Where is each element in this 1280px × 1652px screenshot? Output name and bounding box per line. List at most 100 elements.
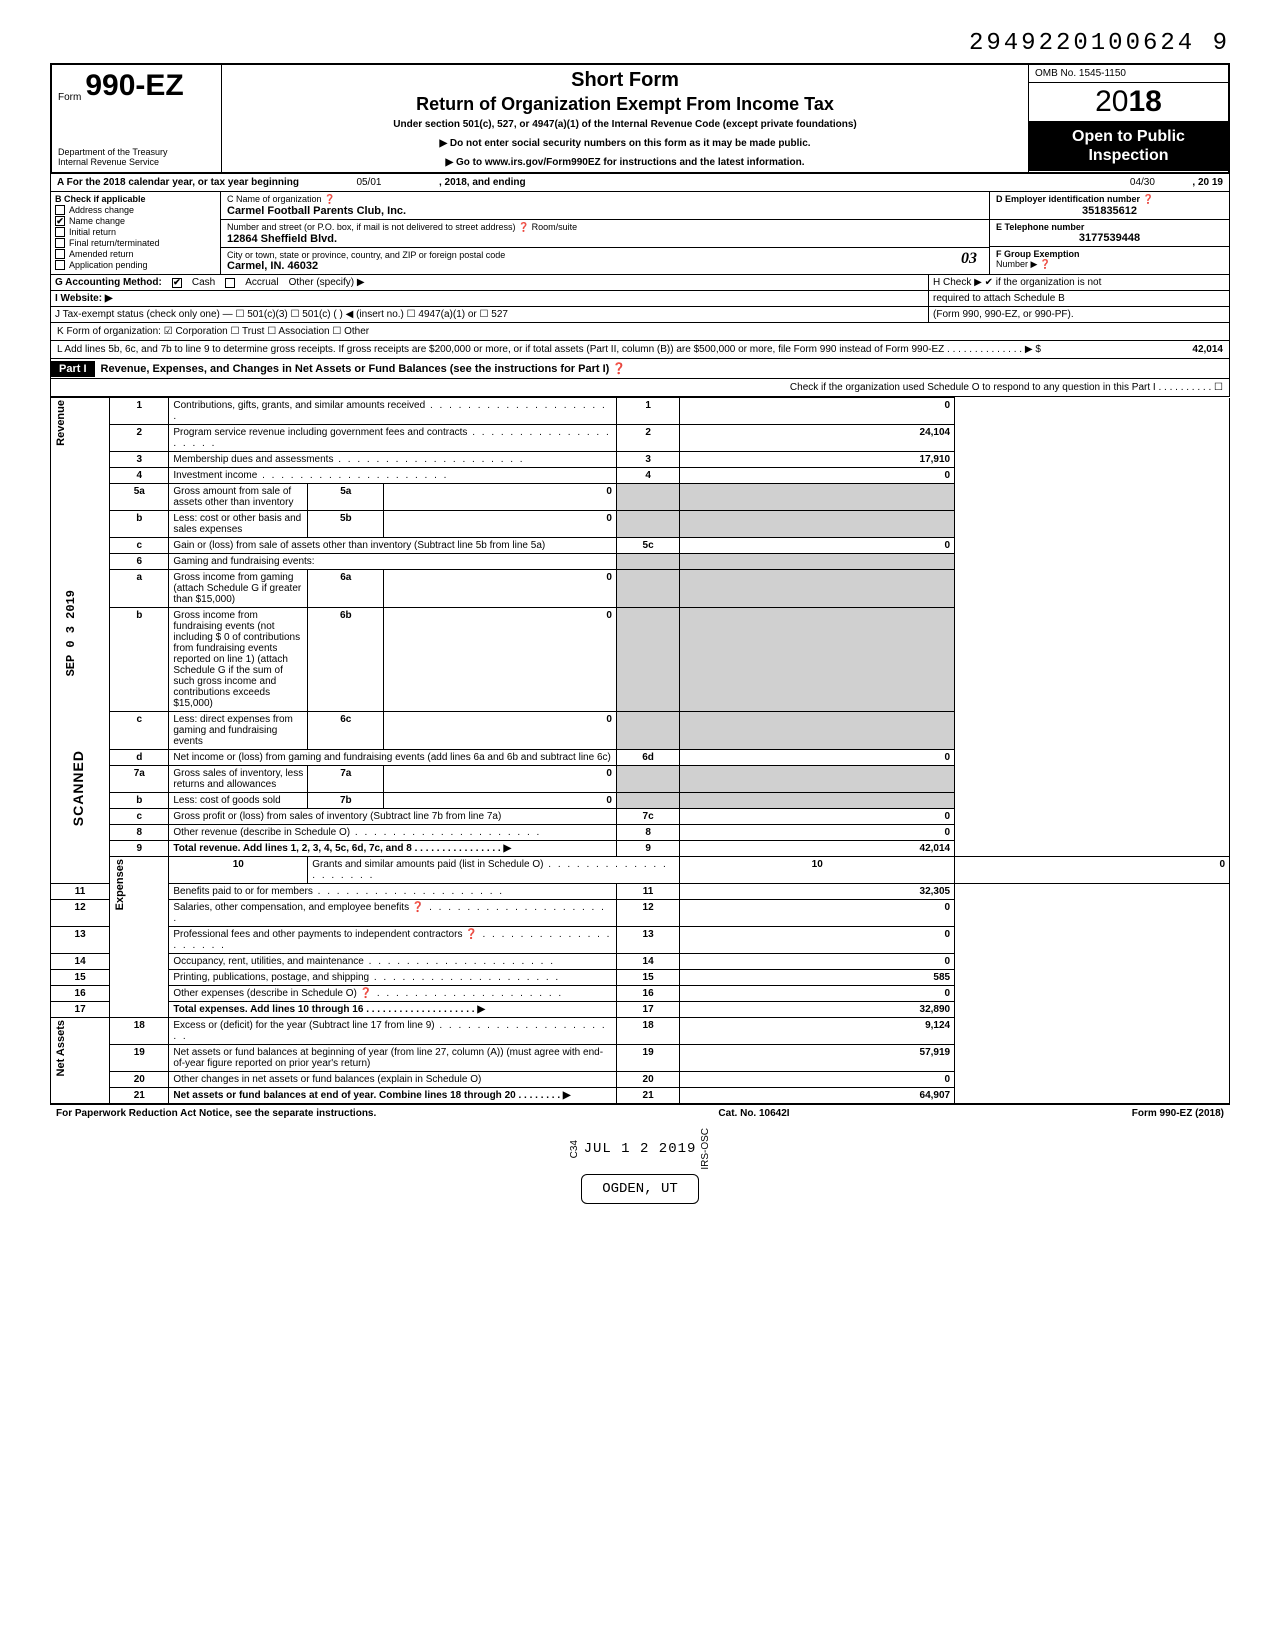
footer-left: For Paperwork Reduction Act Notice, see …	[56, 1108, 376, 1119]
chk-address-change[interactable]	[55, 205, 65, 215]
r7a-sn: 7a	[308, 766, 384, 793]
r5b-sn: 5b	[308, 511, 384, 538]
chk-name-change[interactable]: ✔	[55, 216, 65, 226]
omb-number: OMB No. 1545-1150	[1029, 65, 1228, 83]
r15-amt: 585	[680, 970, 955, 986]
r4-rn: 4	[616, 468, 679, 484]
subtitle: Under section 501(c), 527, or 4947(a)(1)…	[230, 119, 1020, 130]
r6d-amt: 0	[680, 750, 955, 766]
r16-desc: Other expenses (describe in Schedule O) …	[173, 988, 563, 999]
org-name-label: C Name of organization ❓	[227, 194, 983, 205]
r2-amt: 24,104	[680, 425, 955, 452]
chk-amended[interactable]	[55, 249, 65, 259]
lbl-address-change: Address change	[69, 205, 134, 215]
r7a-num: 7a	[110, 766, 169, 793]
line-a-suffix: , 20 19	[1192, 177, 1223, 188]
vlabel-expenses: Expenses	[114, 859, 126, 910]
r14-num: 14	[51, 954, 110, 970]
r1-num: 1	[110, 398, 169, 425]
org-address: 12864 Sheffield Blvd.	[227, 233, 983, 245]
ein-label: D Employer identification number ❓	[996, 194, 1223, 205]
document-number: 2949220100624 9	[50, 30, 1230, 57]
r18-desc: Excess or (deficit) for the year (Subtra…	[173, 1020, 606, 1042]
page-footer: For Paperwork Reduction Act Notice, see …	[50, 1104, 1230, 1122]
line-j: J Tax-exempt status (check only one) — ☐…	[51, 307, 929, 322]
ssn-warning: ▶ Do not enter social security numbers o…	[230, 138, 1020, 149]
r14-desc: Occupancy, rent, utilities, and maintena…	[173, 956, 555, 967]
r9-num: 9	[110, 841, 169, 857]
r6a-sn: 6a	[308, 570, 384, 608]
r11-amt: 32,305	[680, 884, 955, 900]
r16-rn: 16	[616, 986, 679, 1002]
r6c-desc: Less: direct expenses from gaming and fu…	[169, 712, 308, 750]
r6d-num: d	[110, 750, 169, 766]
vlabel-revenue: Revenue	[55, 400, 67, 446]
r13-amt: 0	[680, 927, 955, 954]
r15-num: 15	[51, 970, 110, 986]
chk-app-pending[interactable]	[55, 260, 65, 270]
line-a: A For the 2018 calendar year, or tax yea…	[50, 174, 1230, 192]
form-header: Form 990-EZ Department of the Treasury I…	[50, 63, 1230, 174]
stamp-date: JUL 1 2 2019	[584, 1141, 697, 1157]
r20-num: 20	[110, 1072, 169, 1088]
r5c-amt: 0	[680, 538, 955, 554]
r10-desc: Grants and similar amounts paid (list in…	[312, 859, 667, 881]
lbl-cash: Cash	[192, 277, 215, 288]
r5b-desc: Less: cost or other basis and sales expe…	[169, 511, 308, 538]
chk-initial-return[interactable]	[55, 227, 65, 237]
r8-num: 8	[110, 825, 169, 841]
r6c-sn: 6c	[308, 712, 384, 750]
r20-rn: 20	[616, 1072, 679, 1088]
url-instructions: ▶ Go to www.irs.gov/Form990EZ for instru…	[230, 157, 1020, 168]
r14-rn: 14	[616, 954, 679, 970]
r10-num: 10	[169, 857, 308, 884]
r19-amt: 57,919	[680, 1045, 955, 1072]
tax-year: 2018	[1029, 83, 1228, 121]
line-l-amount: 42,014	[1192, 344, 1223, 355]
org-city: Carmel, IN. 46032	[227, 260, 983, 272]
r13-desc: Professional fees and other payments to …	[173, 929, 611, 951]
r3-desc: Membership dues and assessments	[173, 454, 524, 465]
r6b-desc: Gross income from fundraising events (no…	[169, 608, 308, 712]
r17-amt: 32,890	[680, 1002, 955, 1018]
chk-cash[interactable]: ✔	[172, 278, 182, 288]
line-h-sub2: (Form 990, 990-EZ, or 990-PF).	[929, 307, 1229, 322]
r7b-samt: 0	[384, 793, 617, 809]
r5a-desc: Gross amount from sale of assets other t…	[169, 484, 308, 511]
r1-amt: 0	[680, 398, 955, 425]
r13-num: 13	[51, 927, 110, 954]
r6b-sn: 6b	[308, 608, 384, 712]
side-date-stamp: SEP 0 3 2019	[64, 590, 78, 676]
form-number: 990-EZ	[85, 69, 183, 103]
r18-rn: 18	[616, 1018, 679, 1045]
r11-num: 11	[51, 884, 110, 900]
r18-amt: 9,124	[680, 1018, 955, 1045]
r17-rn: 17	[616, 1002, 679, 1018]
r7b-num: b	[110, 793, 169, 809]
lbl-accrual: Accrual	[245, 277, 278, 288]
vlabel-netassets: Net Assets	[55, 1020, 67, 1076]
lines-table: Revenue 1 Contributions, gifts, grants, …	[50, 397, 1230, 1104]
r7b-sn: 7b	[308, 793, 384, 809]
irs-label: Internal Revenue Service	[58, 158, 215, 168]
r17-desc: Total expenses. Add lines 10 through 16 …	[173, 1004, 485, 1015]
handwritten-note: 03	[961, 250, 977, 268]
r20-amt: 0	[680, 1072, 955, 1088]
chk-final-return[interactable]	[55, 238, 65, 248]
r7c-rn: 7c	[616, 809, 679, 825]
r7a-samt: 0	[384, 766, 617, 793]
r21-rn: 21	[616, 1088, 679, 1104]
lbl-other-method: Other (specify) ▶	[289, 277, 365, 288]
r6a-num: a	[110, 570, 169, 608]
lbl-app-pending: Application pending	[69, 260, 148, 270]
line-h-label: H Check ▶ ✔ if the organization is not	[933, 277, 1225, 288]
r14-amt: 0	[680, 954, 955, 970]
r5a-sn: 5a	[308, 484, 384, 511]
chk-accrual[interactable]	[225, 278, 235, 288]
r15-rn: 15	[616, 970, 679, 986]
r5c-rn: 5c	[616, 538, 679, 554]
r12-amt: 0	[680, 900, 955, 927]
r2-rn: 2	[616, 425, 679, 452]
r4-amt: 0	[680, 468, 955, 484]
r21-desc: Net assets or fund balances at end of ye…	[173, 1090, 570, 1101]
